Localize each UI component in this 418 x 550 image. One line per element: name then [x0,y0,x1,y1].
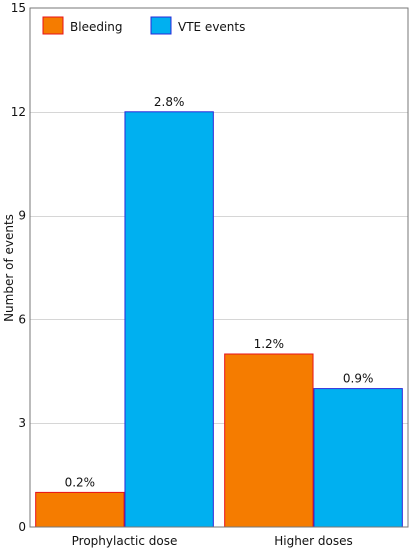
data-label: 0.2% [65,475,96,489]
data-label: 1.2% [254,337,285,351]
bar-bleeding-0 [35,491,125,528]
legend-swatch-bleeding [42,16,64,35]
bar-bleeding-1 [224,353,314,528]
bar-vte-events-1 [313,388,403,528]
plot-area-frame [29,7,409,528]
data-label: 2.8% [154,95,185,109]
data-labels: 0.2% 2.8% 1.2% 0.9% [65,95,374,490]
x-axis-ticks: Prophylactic dose Higher doses [72,534,353,548]
y-tick-label: 6 [18,312,26,326]
y-tick-label: 9 [18,209,26,223]
x-tick-label: Prophylactic dose [72,534,178,548]
legend-label-bleeding: Bleeding [70,20,123,34]
legend-swatch-vte-events [150,16,172,35]
y-tick-label: 0 [18,520,26,534]
legend-label-vte-events: VTE events [178,20,245,34]
y-axis-label: Number of events [2,214,16,322]
data-label: 0.9% [343,372,374,386]
legend: Bleeding VTE events [42,16,245,35]
y-tick-label: 15 [11,1,26,15]
y-axis-ticks: 0 3 6 9 12 15 [11,1,26,534]
y-tick-label: 12 [11,105,26,119]
bar-vte-events-0 [124,111,214,528]
y-tick-label: 3 [18,416,26,430]
x-tick-label: Higher doses [274,534,353,548]
